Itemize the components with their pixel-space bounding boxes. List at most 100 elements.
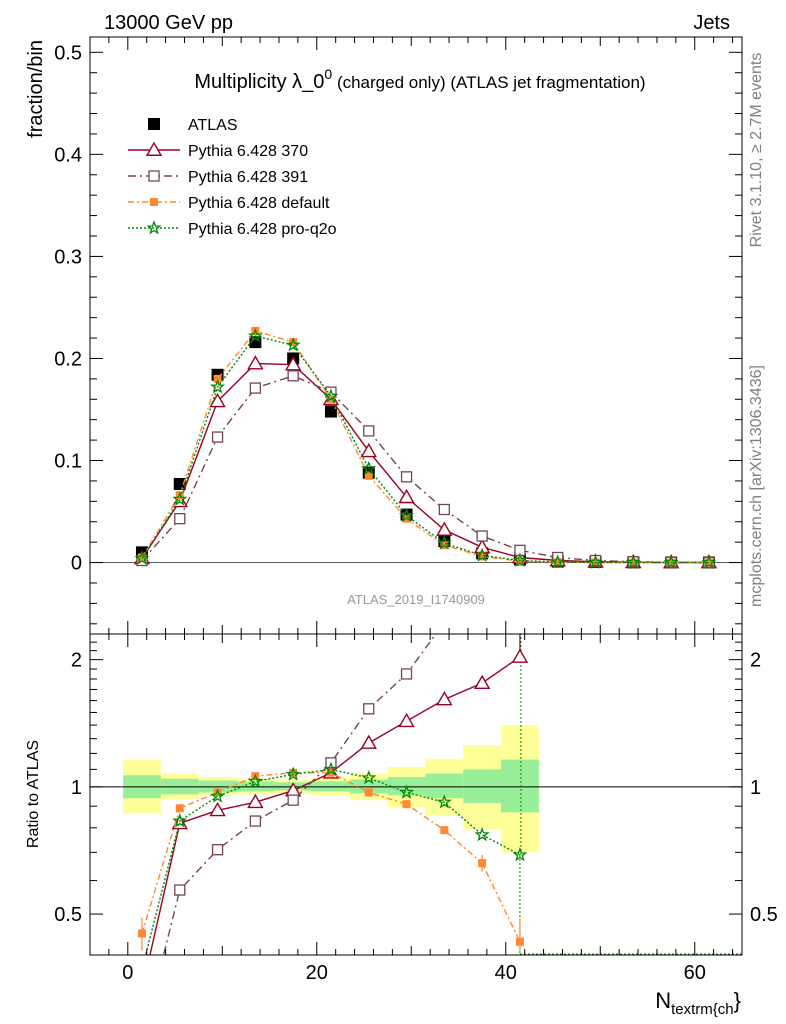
title-main: Multiplicity λ_0 <box>194 71 324 93</box>
data-point-2-7 <box>400 471 413 483</box>
data-point-1-8 <box>436 521 453 536</box>
data-point-4-15 <box>701 554 717 569</box>
data-point-0-5 <box>324 405 337 418</box>
ratio-ytick-label-right: 1 <box>750 777 761 799</box>
title-superscript: 0 <box>324 66 332 82</box>
rivet-version-label: Rivet 3.1.10, ≥ 2.7M events <box>748 53 765 248</box>
legend-label-4: Pythia 6.428 pro-q2o <box>188 221 337 238</box>
data-point-2-9 <box>476 530 488 542</box>
data-point-4-0 <box>134 550 150 565</box>
ratio-point-3-9 <box>478 859 487 868</box>
data-point-2-1 <box>174 513 186 525</box>
ratio-point-3-8 <box>440 826 449 835</box>
ratio-point-4-8 <box>436 794 452 809</box>
data-point-4-10 <box>512 552 528 567</box>
data-point-4-8 <box>436 535 452 550</box>
ratio-point-1-7 <box>398 712 415 728</box>
data-point-0-3 <box>249 336 262 349</box>
ratio-point-1-9 <box>473 674 491 690</box>
data-point-4-2 <box>210 379 226 394</box>
series-line-4 <box>141 335 709 564</box>
ratio-ytick-label-right: 0.5 <box>750 904 778 926</box>
main-ytick-label: 0.1 <box>54 451 82 473</box>
ratio-point-4-9 <box>474 826 490 842</box>
stat-uncertainty-band <box>501 759 539 813</box>
ratio-point-2-1 <box>174 884 186 896</box>
series-0 <box>135 336 715 569</box>
data-point-2-4 <box>287 370 299 382</box>
data-point-4-7 <box>398 507 415 523</box>
ratio-point-2-4 <box>287 794 299 806</box>
series-line-3 <box>141 330 709 564</box>
plot-title: Multiplicity λ_00 (charged only) (ATLAS … <box>194 66 645 93</box>
legend-label-2: Pythia 6.428 391 <box>188 169 308 186</box>
xtick-label: 40 <box>495 962 517 984</box>
main-ytick-label: 0.3 <box>54 246 82 268</box>
xtick-label: 60 <box>684 962 706 984</box>
ratio-point-4-7 <box>398 784 415 799</box>
ratio-panel: 0.5 0.5 1 1 2 2 Ratio to ATLAS <box>25 633 778 956</box>
ratio-point-1-2 <box>209 801 226 817</box>
ratio-point-4-6 <box>361 769 377 785</box>
analysis-watermark: ATLAS_2019_I1740909 <box>347 592 485 607</box>
data-point-3-9 <box>478 552 487 561</box>
ratio-point-2-3 <box>249 815 262 827</box>
stat-uncertainty-band <box>463 769 502 804</box>
series-3 <box>137 326 713 567</box>
ratio-point-3-1 <box>175 804 184 813</box>
legend-label-3: Pythia 6.428 default <box>188 195 330 212</box>
series-line-1 <box>141 362 709 564</box>
ratio-ytick-label-left: 0.5 <box>54 904 82 926</box>
title-extra: (charged only) (ATLAS jet fragmentation) <box>332 73 645 92</box>
ratio-series-4 <box>144 761 528 955</box>
ratio-ytick-label-right: 2 <box>750 650 761 672</box>
data-point-4-6 <box>361 460 377 475</box>
ratio-point-4-4 <box>285 766 301 781</box>
data-point-3-11 <box>553 558 562 567</box>
ratio-point-1-8 <box>436 691 453 706</box>
series-1 <box>133 355 718 569</box>
ratio-point-3-2 <box>213 788 222 797</box>
legend: ATLAS Pythia 6.428 370 Pythia 6.428 391 Pyt… <box>128 117 337 238</box>
data-point-0-1 <box>173 477 186 490</box>
series-4 <box>134 328 717 569</box>
series-line-2 <box>141 375 709 564</box>
xtick-label: 0 <box>122 962 133 984</box>
main-ytick-label: 0.2 <box>54 348 82 370</box>
x-axis-label: Ntextrm{ch} <box>655 988 741 1018</box>
x-label-main: N <box>655 988 671 1013</box>
ratio-point-1-3 <box>247 793 264 809</box>
data-point-0-7 <box>400 508 413 521</box>
ratio-point-3-10 <box>515 937 524 946</box>
data-point-4-9 <box>474 547 490 562</box>
data-point-4-3 <box>247 328 263 343</box>
data-point-4-14 <box>663 554 679 569</box>
ratio-point-3-7 <box>402 800 411 809</box>
data-point-2-8 <box>438 503 450 516</box>
data-point-3-4 <box>289 338 298 347</box>
x-label-sub: textrm{ch <box>671 1001 734 1018</box>
data-point-2-6 <box>363 425 375 437</box>
data-point-1-3 <box>247 355 264 370</box>
mcplots-label: mcplots.cern.ch [arXiv:1306.3436] <box>748 365 765 607</box>
main-ytick-label: 0.5 <box>54 42 82 64</box>
data-point-3-10 <box>515 557 524 566</box>
data-point-3-6 <box>364 471 373 480</box>
series-2 <box>136 370 715 569</box>
legend-marker-1 <box>145 141 163 156</box>
legend-marker-3 <box>150 198 158 206</box>
data-point-1-2 <box>209 392 226 408</box>
legend-marker-2 <box>148 170 160 182</box>
ratio-point-2-6 <box>363 703 375 715</box>
ratio-line-1 <box>149 656 521 955</box>
ratio-point-2-2 <box>211 844 224 856</box>
data-point-2-3 <box>249 382 262 394</box>
data-point-1-6 <box>360 442 377 458</box>
data-point-3-15 <box>704 558 713 567</box>
data-point-1-7 <box>398 488 415 504</box>
ratio-point-3-6 <box>364 788 373 797</box>
ratio-point-3-4 <box>289 768 298 777</box>
data-point-4-13 <box>625 554 641 569</box>
data-point-4-4 <box>285 337 301 352</box>
